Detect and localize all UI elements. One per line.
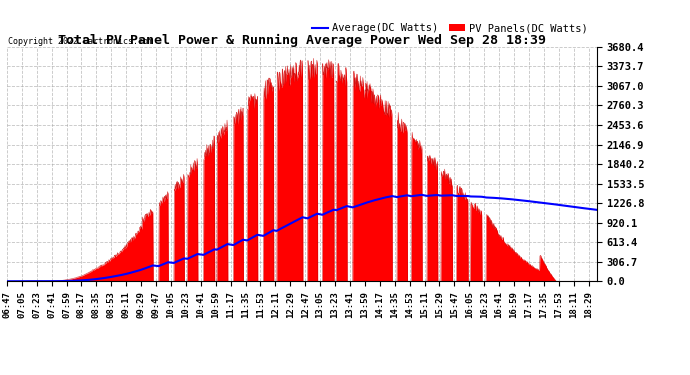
Title: Total PV Panel Power & Running Average Power Wed Sep 28 18:39: Total PV Panel Power & Running Average P… [58, 34, 546, 47]
Legend: Average(DC Watts), PV Panels(DC Watts): Average(DC Watts), PV Panels(DC Watts) [308, 19, 591, 38]
Text: Copyright 2022 Cartronics.com: Copyright 2022 Cartronics.com [8, 38, 153, 46]
